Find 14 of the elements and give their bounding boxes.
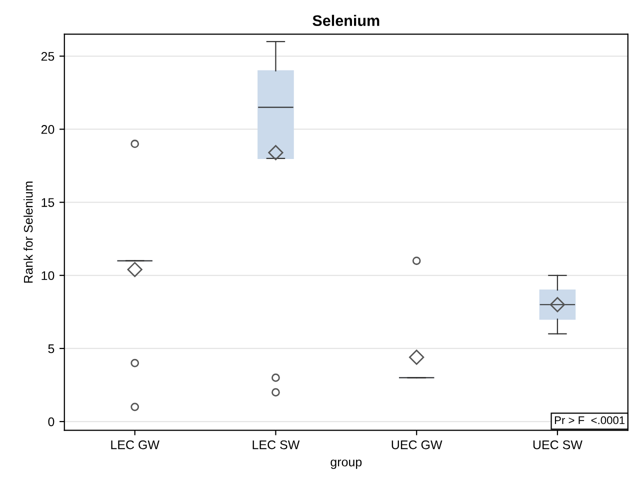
- y-tick-label: 25: [41, 52, 54, 61]
- y-tick-label: 20: [41, 125, 54, 134]
- y-tick-label: 15: [42, 198, 54, 207]
- x-tick-label: LEC GW: [111, 440, 160, 450]
- annotation: Pr > F <.0001: [554, 416, 625, 424]
- y-tick-label: 5: [48, 344, 54, 354]
- y-tick-label: 10: [42, 271, 54, 280]
- y-tick-label: 0: [48, 417, 54, 426]
- x-axis-title: group: [330, 460, 362, 469]
- y-axis-title: Rank for Selenium: [24, 182, 33, 283]
- x-tick-label: LEC SW: [252, 440, 300, 450]
- x-tick-label: UEC GW: [392, 440, 442, 450]
- x-tick-label: UEC SW: [533, 440, 582, 450]
- chart-title: Selenium: [312, 14, 380, 26]
